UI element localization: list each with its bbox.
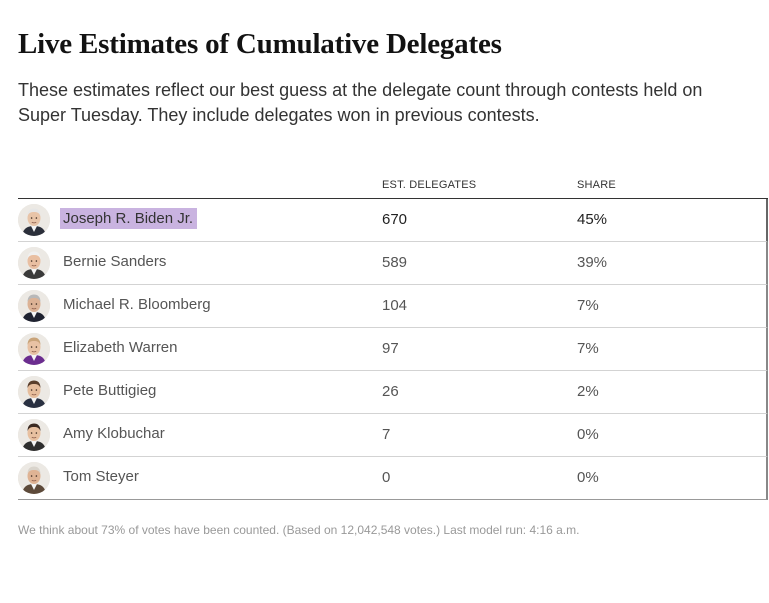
candidate-name: Bernie Sanders [63, 253, 167, 270]
share-value: 2% [577, 383, 599, 400]
share-value: 0% [577, 426, 599, 443]
candidate-name: Joseph R. Biden Jr. [60, 208, 198, 229]
est-delegates-value: 7 [382, 426, 391, 443]
bloomberg-portrait-icon [18, 290, 50, 322]
share-value: 39% [577, 254, 608, 271]
footnote: We think about 73% of votes have been co… [18, 523, 580, 537]
warren-portrait-icon [18, 333, 50, 365]
table-row: Tom Steyer 0 0% [18, 457, 768, 500]
biden-portrait-icon [18, 204, 50, 236]
steyer-portrait-icon [18, 462, 50, 494]
candidate-name: Michael R. Bloomberg [63, 296, 211, 313]
buttigieg-portrait-icon [18, 376, 50, 408]
candidate-name: Elizabeth Warren [63, 339, 178, 356]
table-row: Pete Buttigieg 26 2% [18, 371, 768, 414]
table-row: Joseph R. Biden Jr. 670 45% [18, 199, 768, 242]
klobuchar-portrait-icon [18, 419, 50, 451]
share-value: 0% [577, 469, 599, 486]
est-delegates-value: 589 [382, 254, 408, 271]
candidate-name: Tom Steyer [63, 468, 139, 485]
share-value: 7% [577, 297, 599, 314]
est-delegates-value: 104 [382, 297, 408, 314]
share-value: 7% [577, 340, 599, 357]
delegates-table: EST. DELEGATES SHARE Joseph R. Biden Jr.… [18, 178, 768, 500]
share-value: 45% [577, 211, 608, 228]
table-row: Michael R. Bloomberg 104 7% [18, 285, 768, 328]
est-delegates-value: 26 [382, 383, 399, 400]
header-est-delegates: EST. DELEGATES [382, 179, 477, 191]
table-row: Bernie Sanders 589 39% [18, 242, 768, 285]
page-title: Live Estimates of Cumulative Delegates [18, 28, 502, 60]
table-header: EST. DELEGATES SHARE [18, 178, 768, 199]
est-delegates-value: 0 [382, 469, 391, 486]
table-row: Elizabeth Warren 97 7% [18, 328, 768, 371]
table-row: Amy Klobuchar 7 0% [18, 414, 768, 457]
candidate-name: Amy Klobuchar [63, 425, 165, 442]
candidate-name: Pete Buttigieg [63, 382, 157, 399]
sanders-portrait-icon [18, 247, 50, 279]
page-subtitle: These estimates reflect our best guess a… [18, 80, 703, 125]
header-share: SHARE [577, 179, 616, 191]
est-delegates-value: 670 [382, 211, 408, 228]
table-body: Joseph R. Biden Jr. 670 45% Bernie Sanders 5… [18, 199, 768, 500]
est-delegates-value: 97 [382, 340, 399, 357]
